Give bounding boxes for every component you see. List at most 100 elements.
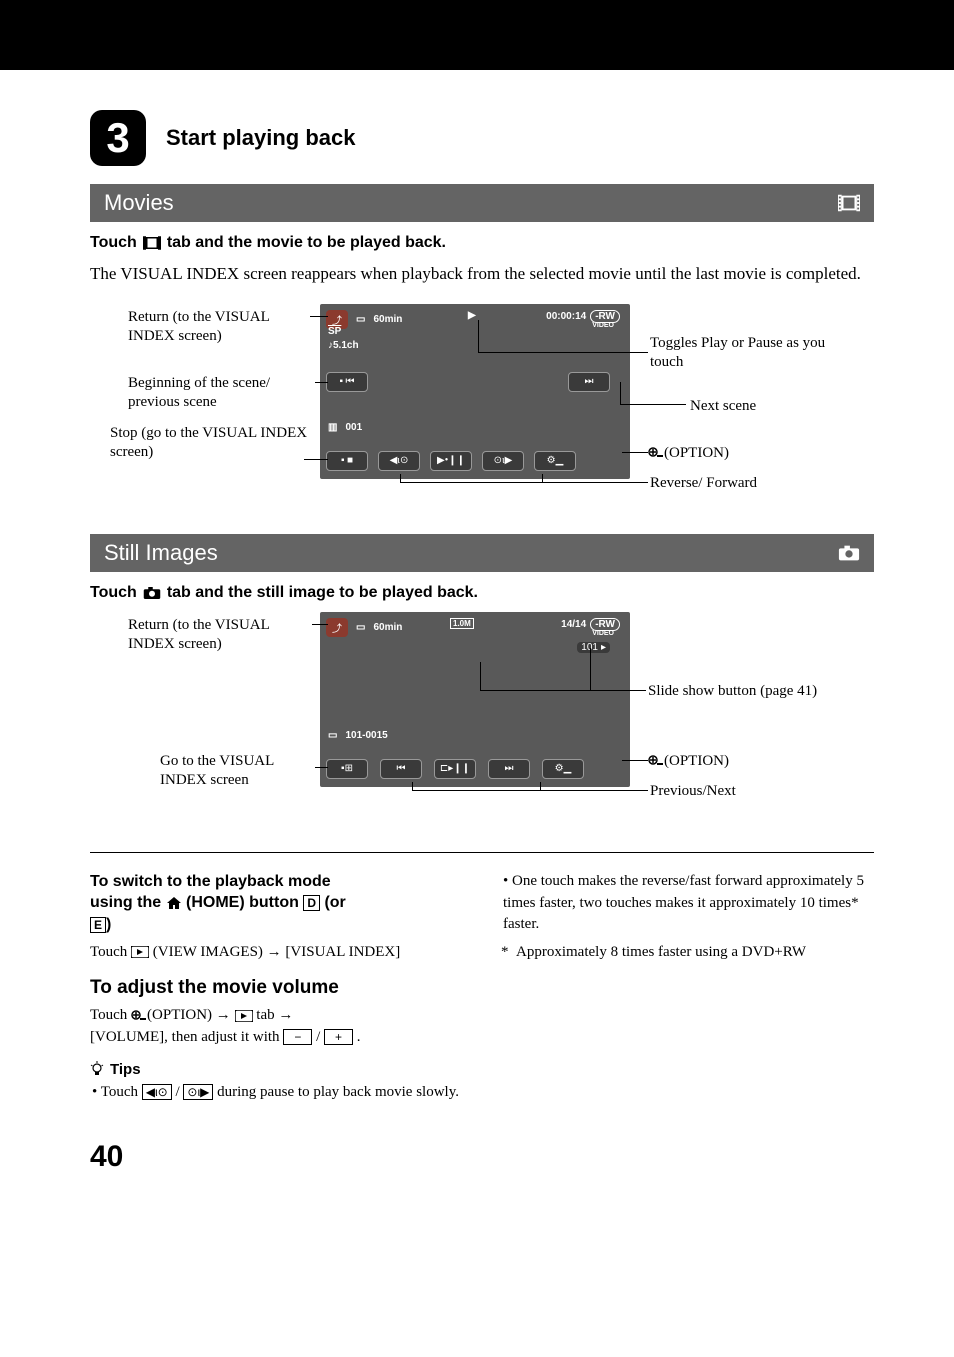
movies-subtitle-prefix: Touch <box>90 234 137 252</box>
prev-scene-button[interactable]: ▪ ⏮ <box>326 372 368 392</box>
battery-text: 60min <box>373 314 402 325</box>
play-pause-button[interactable]: ▶•❙❙ <box>430 451 472 471</box>
still-return-callout: Return (to the VISUAL INDEX screen) <box>128 616 313 654</box>
rec-mode-text: SP <box>328 326 341 337</box>
play-tab-icon <box>235 1010 253 1022</box>
switch-body: Touch (VIEW IMAGES) → [VISUAL INDEX] <box>90 942 463 964</box>
battery-icon: ▭ <box>356 314 365 325</box>
still-subtitle: Touch tab and the still image to be play… <box>90 584 874 602</box>
page-number: 40 <box>90 1140 874 1174</box>
note-2: * Approximately 8 times faster using a D… <box>501 942 874 964</box>
slideshow-button[interactable]: ⊏▸❙❙ <box>434 759 476 779</box>
option-callout: (OPTION) <box>648 444 729 463</box>
beginning-callout: Beginning of the scene/ previous scene <box>128 374 318 412</box>
line <box>412 790 648 791</box>
option-button[interactable]: ⚙▁ <box>542 759 584 779</box>
still-bar-title: Still Images <box>104 540 218 566</box>
next-scene-button[interactable]: ⏭ <box>568 372 610 392</box>
line <box>412 782 413 790</box>
line <box>304 459 328 460</box>
audio-text: ♪5.1ch <box>328 340 359 351</box>
step-number-badge: 3 <box>90 110 146 166</box>
filmstrip-small-icon: ▥ <box>328 422 337 433</box>
line <box>622 452 648 453</box>
note-1: • One touch makes the reverse/fast forwa… <box>503 871 874 936</box>
line <box>540 782 541 790</box>
plus-button[interactable]: + <box>324 1029 353 1045</box>
reverse-button[interactable]: ◀ι⊙ <box>378 451 420 471</box>
slow-fwd-button[interactable]: ⊙ι▶ <box>183 1084 213 1100</box>
return-callout: Return (to the VISUAL INDEX screen) <box>128 308 313 346</box>
movies-subtitle: Touch tab and the movie to be played bac… <box>90 234 874 252</box>
home-icon <box>166 896 182 910</box>
file-text: 101-0015 <box>345 730 387 741</box>
switch-mode-heading: To switch to the playback mode using the… <box>90 871 463 936</box>
stop-button[interactable]: ▪ ■ <box>326 451 368 471</box>
next-callout: Next scene <box>690 397 756 416</box>
line <box>312 624 328 625</box>
movies-subtitle-suffix: tab and the movie to be played back. <box>167 234 446 252</box>
option-icon <box>131 1010 147 1022</box>
line <box>620 382 621 404</box>
still-subtitle-prefix: Touch <box>90 584 137 602</box>
line <box>315 767 328 768</box>
line <box>315 382 328 383</box>
camera-tab-icon <box>143 586 161 600</box>
button-e-label: E <box>90 917 106 933</box>
battery-text: 60min <box>373 622 402 633</box>
line <box>622 760 648 761</box>
line <box>478 352 648 353</box>
line <box>480 662 481 690</box>
tip-1: • Touch ◀ι⊙ / ⊙ι▶ during pause to play b… <box>92 1082 463 1104</box>
play-indicator-icon: ▶ <box>468 310 476 321</box>
movies-diagram: ⤴ ▭ 60min ▶ 00:00:14 -RW VIDEO SP ♪5.1ch… <box>90 304 874 504</box>
section-divider <box>90 852 874 853</box>
still-option-callout: (OPTION) <box>648 752 729 771</box>
view-images-icon <box>131 946 149 958</box>
option-button[interactable]: ⚙▁ <box>534 451 576 471</box>
time-text: 00:00:14 <box>546 311 586 322</box>
movies-body: The VISUAL INDEX screen reappears when p… <box>90 262 874 286</box>
line <box>542 474 543 482</box>
toggle-callout: Toggles Play or Pause as you touch <box>650 334 830 372</box>
step-header: 3 Start playing back <box>90 110 874 166</box>
res-text: 1.0M <box>450 618 474 629</box>
top-black-bar <box>0 0 954 70</box>
line <box>590 648 591 690</box>
line <box>400 482 648 483</box>
still-subtitle-suffix: tab and the still image to be played bac… <box>167 584 478 602</box>
filmstrip-tab-icon <box>143 236 161 250</box>
prev-image-button[interactable]: ⏮ <box>380 759 422 779</box>
page-content: 3 Start playing back Movies Touch tab an… <box>0 70 954 1204</box>
slow-rev-button[interactable]: ◀ι⊙ <box>142 1084 172 1100</box>
movies-bar-title: Movies <box>104 190 174 216</box>
disc-sub-text: VIDEO <box>592 322 614 329</box>
line <box>480 690 646 691</box>
visual-index-button[interactable]: ▪⊞ <box>326 759 368 779</box>
still-section-bar: Still Images <box>90 534 874 572</box>
revfwd-callout: Reverse/ Forward <box>650 474 757 493</box>
still-lcd: ⤴ ▭ 60min 1.0M 14/14 -RW VIDEO 101 ▸ ▭10… <box>320 612 630 787</box>
button-d-label: D <box>303 895 320 911</box>
minus-button[interactable]: − <box>283 1029 312 1045</box>
visual-index-callout: Go to the VISUAL INDEX screen <box>160 752 318 790</box>
left-column: To switch to the playback mode using the… <box>90 871 463 1110</box>
camera-icon <box>838 544 860 562</box>
battery-icon: ▭ <box>356 622 365 633</box>
line <box>400 474 401 482</box>
lightbulb-icon <box>90 1061 104 1077</box>
line <box>310 316 328 317</box>
next-image-button[interactable]: ⏭ <box>488 759 530 779</box>
adjust-volume-heading: To adjust the movie volume <box>90 977 463 999</box>
adjust-body: Touch (OPTION) → tab → [VOLUME], then ad… <box>90 1005 463 1049</box>
folder-badge: 101 ▸ <box>577 642 610 653</box>
media-small-icon: ▭ <box>328 730 337 741</box>
disc-sub-text: VIDEO <box>592 630 614 637</box>
step-title: Start playing back <box>166 125 356 151</box>
prevnext-callout: Previous/Next <box>650 782 736 801</box>
tips-heading: Tips <box>90 1061 463 1078</box>
right-column: • One touch makes the reverse/fast forwa… <box>501 871 874 1110</box>
filmstrip-icon <box>838 194 860 212</box>
return-icon[interactable]: ⤴ <box>326 618 348 637</box>
forward-button[interactable]: ⊙ι▶ <box>482 451 524 471</box>
